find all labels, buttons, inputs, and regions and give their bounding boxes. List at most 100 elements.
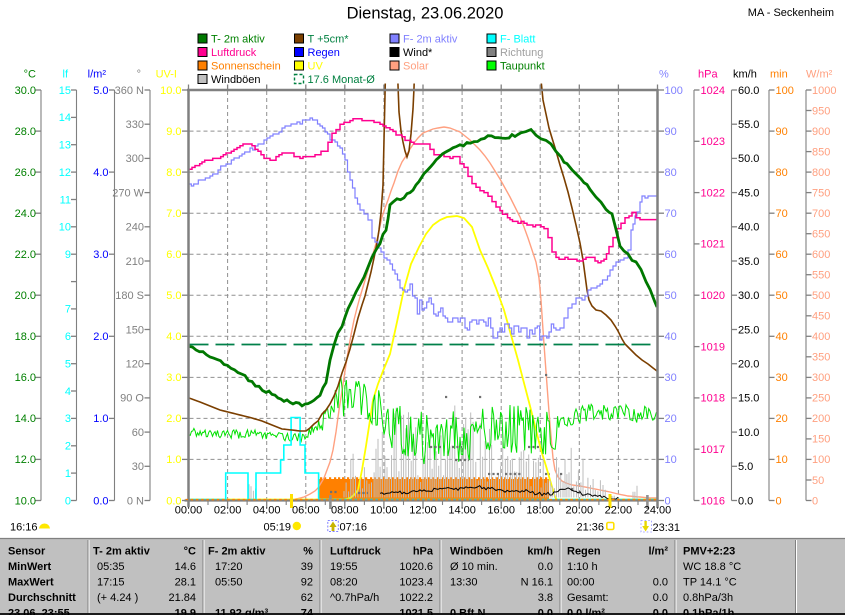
svg-text:9.0: 9.0 [166,126,181,138]
svg-text:lf: lf [63,69,69,81]
svg-text:°C: °C [184,546,196,558]
svg-text:10.0: 10.0 [160,85,181,97]
svg-text:F- Blatt: F- Blatt [500,34,535,46]
svg-text:7.0: 7.0 [166,208,181,220]
svg-text:16:00: 16:00 [487,505,515,517]
svg-text:30.0: 30.0 [15,85,36,97]
svg-text:0: 0 [665,495,671,507]
svg-text:600: 600 [812,249,830,261]
svg-text:1.0: 1.0 [166,454,181,466]
svg-text:08:00: 08:00 [331,505,359,517]
svg-text:50: 50 [776,290,788,302]
svg-text:1:10 h: 1:10 h [567,561,598,573]
svg-text:100: 100 [665,85,683,97]
svg-text:km/h: km/h [733,69,757,81]
svg-text:14.0: 14.0 [15,413,36,425]
svg-text:60: 60 [132,427,144,439]
svg-text:Solar: Solar [403,61,429,73]
svg-text:30: 30 [776,372,788,384]
svg-text:60.0: 60.0 [738,85,759,97]
svg-text:04:00: 04:00 [253,505,281,517]
svg-text:Taupunkt: Taupunkt [500,61,545,73]
svg-text:800: 800 [812,167,830,179]
svg-text:°: ° [137,69,141,81]
svg-text:45.0: 45.0 [738,187,759,199]
svg-text:hPa: hPa [698,69,718,81]
svg-text:14:00: 14:00 [448,505,476,517]
svg-text:10.0: 10.0 [738,427,759,439]
svg-text:17:15: 17:15 [97,577,125,589]
svg-text:40.0: 40.0 [738,222,759,234]
svg-text:18.0: 18.0 [15,331,36,343]
svg-text:400: 400 [812,331,830,343]
svg-text:120: 120 [126,359,144,371]
svg-text:0.0: 0.0 [653,608,668,615]
svg-text:55.0: 55.0 [738,119,759,131]
svg-text:14: 14 [59,112,71,124]
svg-text:1016: 1016 [701,495,725,507]
svg-text:1020: 1020 [701,290,725,302]
svg-text:10: 10 [665,454,677,466]
svg-text:MinWert: MinWert [8,561,52,573]
svg-text:02:00: 02:00 [214,505,242,517]
svg-text:11.92 g/m³: 11.92 g/m³ [215,608,269,615]
svg-text:240: 240 [126,222,144,234]
svg-text:22.0: 22.0 [15,249,36,261]
svg-text:20: 20 [665,413,677,425]
svg-text:60: 60 [776,249,788,261]
svg-text:10:00: 10:00 [370,505,398,517]
svg-text:28.1: 28.1 [175,577,196,589]
svg-text:2.0: 2.0 [166,413,181,425]
svg-text:15.0: 15.0 [738,393,759,405]
svg-text:l/m²: l/m² [648,546,668,558]
svg-text:5.0: 5.0 [738,461,753,473]
svg-text:5: 5 [65,359,71,371]
svg-text:PMV+2:23: PMV+2:23 [683,546,735,558]
svg-text:3.0: 3.0 [93,249,108,261]
svg-text:Durchschnitt: Durchschnitt [8,592,76,604]
svg-text:0.0: 0.0 [653,592,668,604]
svg-text:28.0: 28.0 [15,126,36,138]
svg-text:km/h: km/h [527,546,553,558]
svg-text:T- 2m aktiv: T- 2m aktiv [93,546,151,558]
svg-text:0.0: 0.0 [93,495,108,507]
svg-text:90: 90 [776,126,788,138]
svg-text:21.84: 21.84 [168,592,196,604]
svg-text:360 N: 360 N [115,85,144,97]
svg-text:300: 300 [812,372,830,384]
svg-text:%: % [303,546,313,558]
svg-text:2.0: 2.0 [93,331,108,343]
svg-text:16.0: 16.0 [15,372,36,384]
svg-text:MA - Seckenheim: MA - Seckenheim [748,7,834,19]
svg-text:1024: 1024 [701,85,725,97]
svg-text:Dienstag, 23.06.2020: Dienstag, 23.06.2020 [347,5,504,23]
svg-text:6: 6 [65,331,71,343]
svg-text:74: 74 [301,608,314,615]
svg-text:0.0: 0.0 [738,495,753,507]
svg-text:1: 1 [65,468,71,480]
svg-text:1019: 1019 [701,341,725,353]
svg-text:Regen: Regen [308,47,340,59]
svg-text:100: 100 [812,454,830,466]
svg-text:330: 330 [126,119,144,131]
svg-text:50: 50 [812,475,824,487]
svg-text:550: 550 [812,270,830,282]
svg-text:1021: 1021 [701,239,725,251]
svg-text:3.8: 3.8 [538,592,553,604]
svg-text:2: 2 [65,441,71,453]
svg-text:Richtung: Richtung [500,47,543,59]
svg-text:250: 250 [812,393,830,405]
svg-text:50: 50 [665,290,677,302]
svg-text:^0.7hPa/h: ^0.7hPa/h [330,592,379,604]
svg-text:650: 650 [812,229,830,241]
svg-text:30: 30 [665,372,677,384]
svg-text:W/m²: W/m² [806,69,833,81]
svg-text:Gesamt:: Gesamt: [567,592,609,604]
svg-text:12.0: 12.0 [15,454,36,466]
svg-text:26.0: 26.0 [15,167,36,179]
svg-text:62: 62 [301,592,313,604]
svg-text:70: 70 [776,208,788,220]
svg-text:TP 14.1 °C: TP 14.1 °C [683,577,737,589]
svg-text:18:00: 18:00 [526,505,554,517]
svg-text:300: 300 [126,153,144,165]
